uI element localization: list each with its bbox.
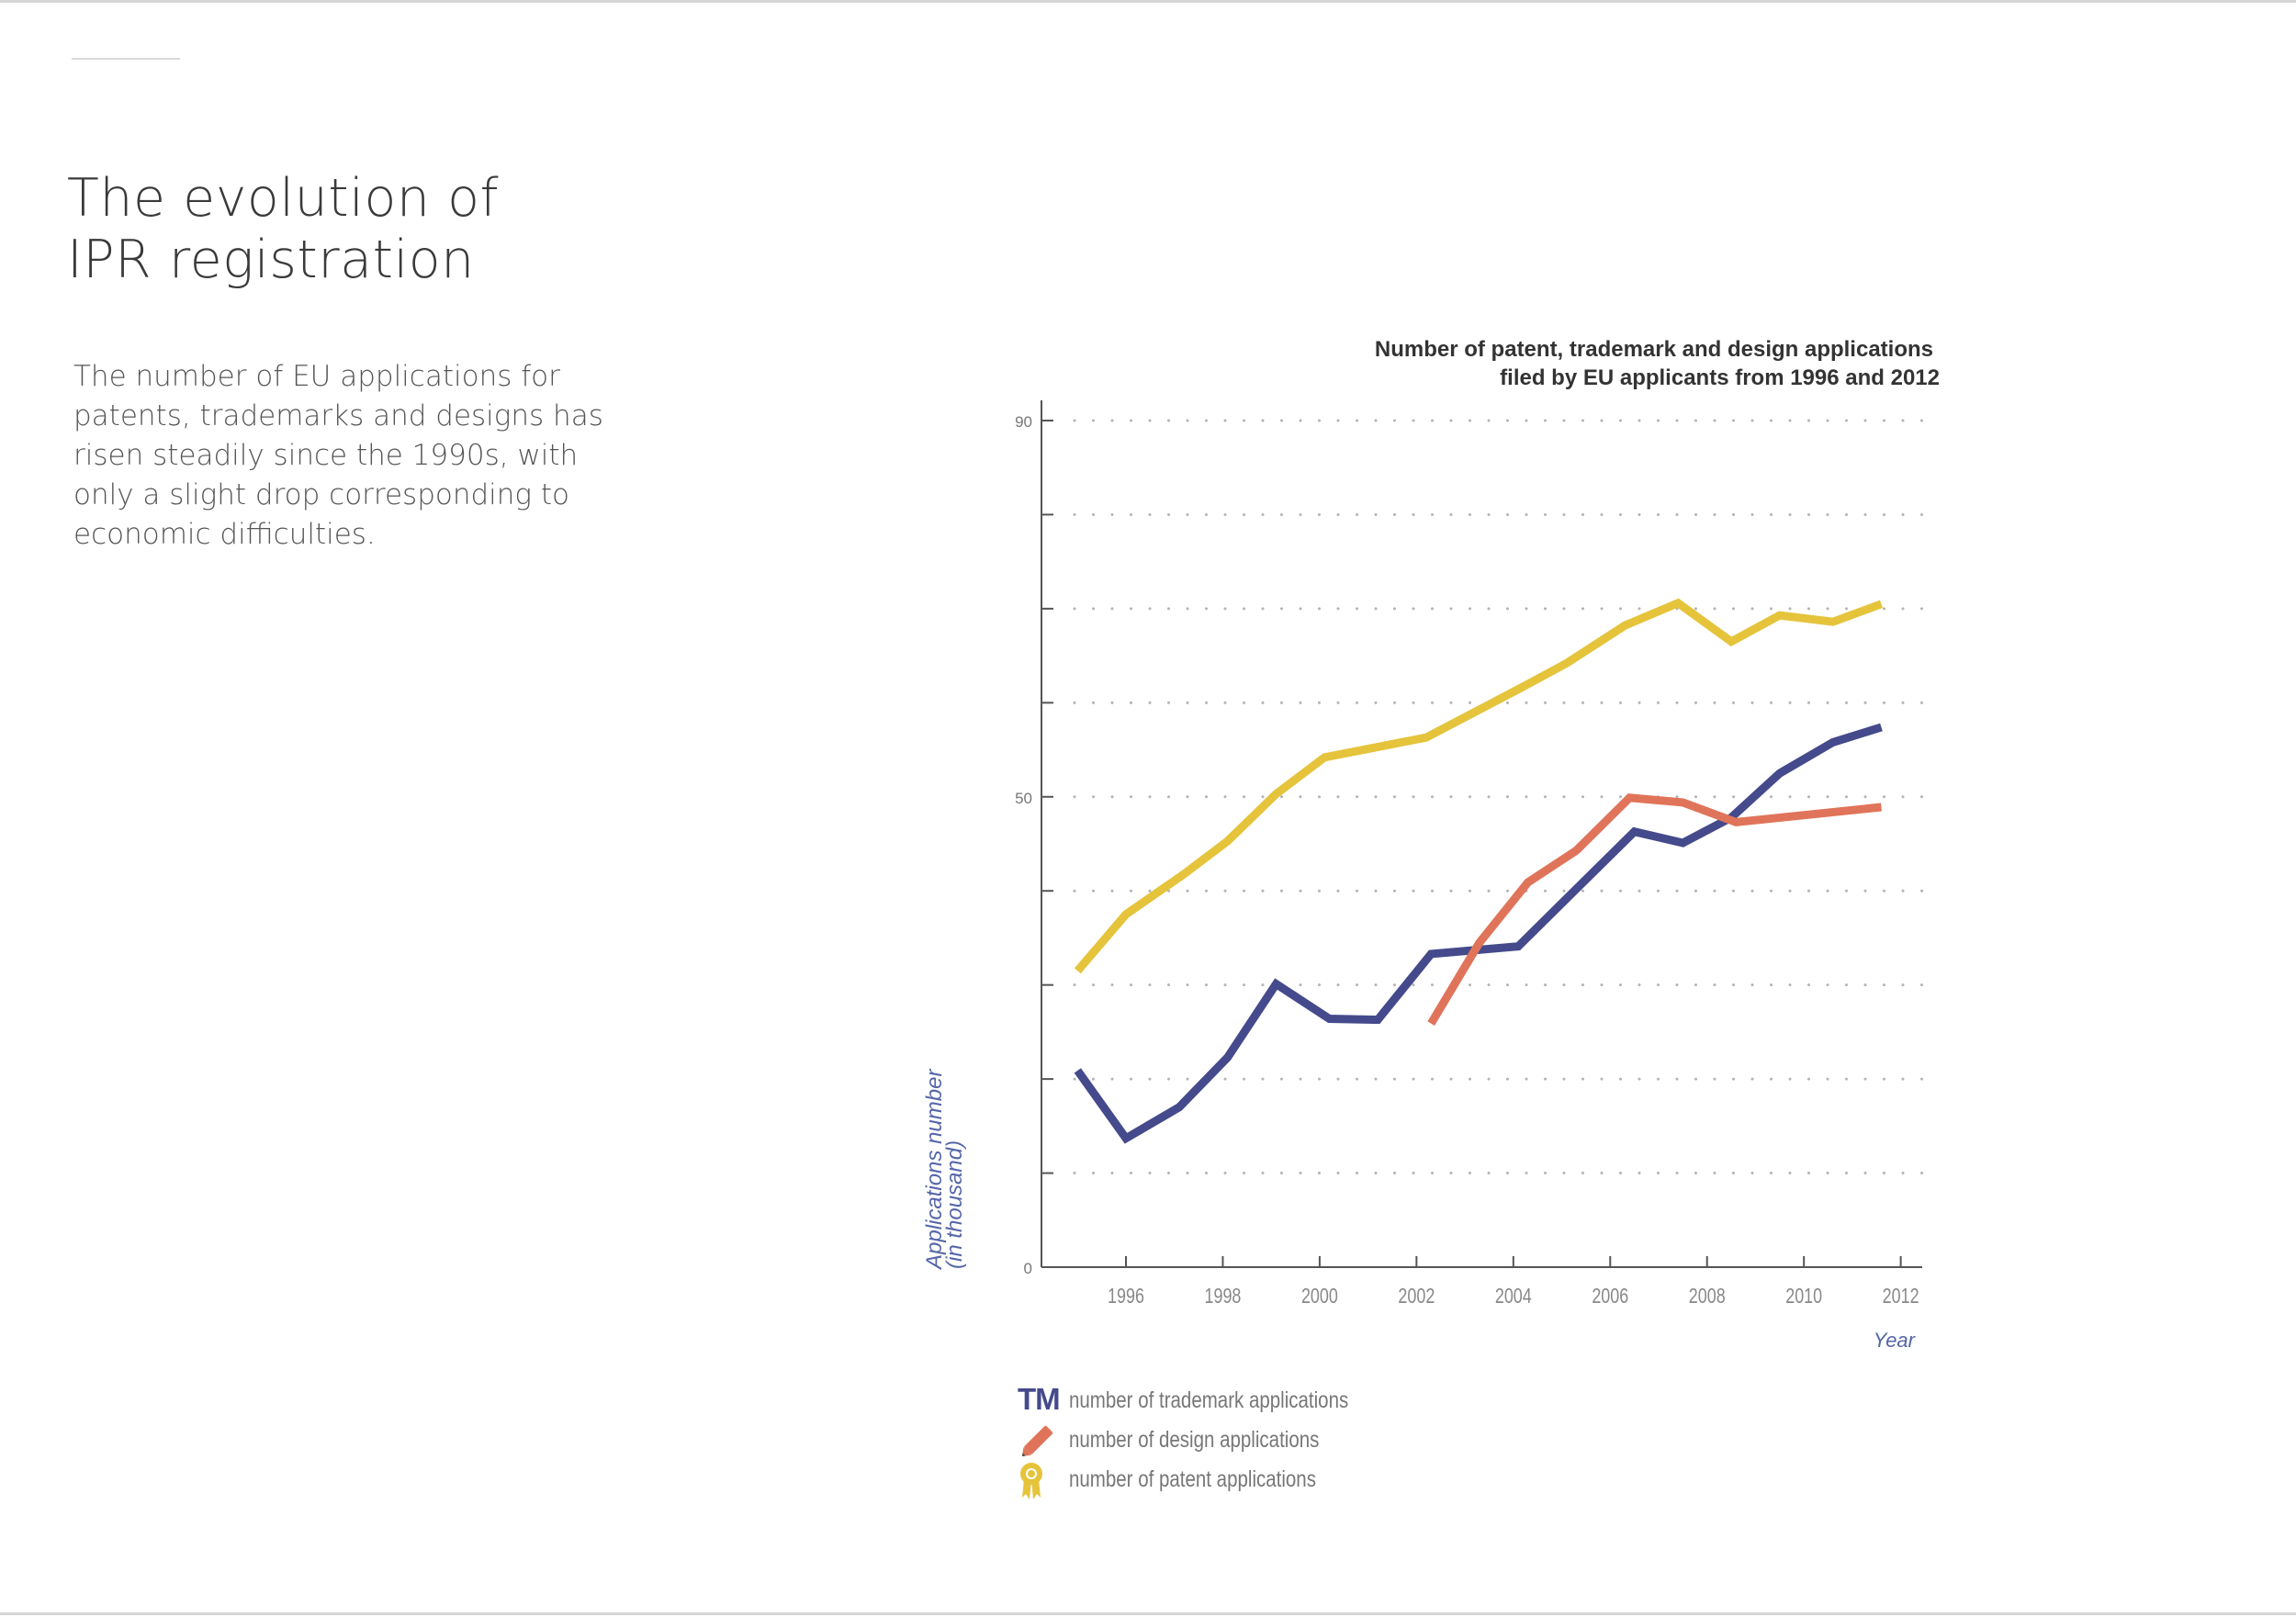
x-tick-label: 2006 [1592,1285,1628,1308]
intro-paragraph: The number of EU applications for patent… [73,357,643,555]
x-tick-label: 2004 [1495,1285,1532,1308]
series-lines [1074,598,1884,1144]
pencil-icon [1015,1421,1064,1460]
trademark-icon-text: TM [1018,1382,1061,1416]
chart-subtitle: filed by EU applicants from 1996 and 201… [1500,365,1940,390]
design-series-line [1427,793,1882,1027]
intro-line: risen steadily since the 1990s, with [73,439,579,472]
x-axis-label: Year [1874,1329,1917,1352]
y-tick-label: 90 [1015,413,1032,431]
x-tick-label: 1998 [1205,1285,1242,1308]
legend-label-patent: number of patent applications [1069,1466,1316,1492]
axes: 0 50 90 1996 1998 2000 2002 2004 2006 2008 2010 201… [1015,400,1922,1308]
intro-line: economic difficulties. [73,518,376,551]
y-axis-label-sub: (in thousand) [942,1140,967,1269]
trademark-icon: TM [1015,1382,1064,1420]
y-tick-label: 50 [1015,790,1032,807]
top-border [0,0,2296,3]
x-tick-label: 1996 [1108,1285,1144,1308]
bottom-border [0,1612,2296,1615]
page-title-line-2: IPR registration [67,230,475,290]
intro-line: only a slight drop corresponding to [73,478,570,511]
legend-label-design: number of design applications [1069,1427,1320,1453]
intro-line: The number of EU applications for [73,360,560,393]
y-axis-label: Applications number (in thousand) [922,1069,967,1271]
chart-title: Number of patent, trademark and design a… [1375,337,1933,362]
award-ribbon-icon [1015,1461,1064,1499]
x-tick-label: 2010 [1785,1285,1822,1308]
trademark-series-line [1074,723,1883,1144]
x-tick-label: 2000 [1301,1285,1338,1308]
legend-label-trademark: number of trademark applications [1069,1387,1349,1413]
gridlines [1073,419,1934,1175]
x-tick-label: 2012 [1883,1285,1919,1308]
page-title-line-1: The evolution of [67,168,500,229]
y-axis-label-main: Applications number [922,1069,947,1271]
intro-line: patents, trademarks and designs has [73,399,603,432]
x-tick-label: 2008 [1689,1285,1726,1308]
y-tick-label: 0 [1024,1260,1032,1277]
patent-series-line [1074,598,1884,974]
header-rule [72,58,180,60]
page-title: The evolution of IPR registration [67,168,710,291]
x-tick-label: 2002 [1398,1285,1435,1308]
